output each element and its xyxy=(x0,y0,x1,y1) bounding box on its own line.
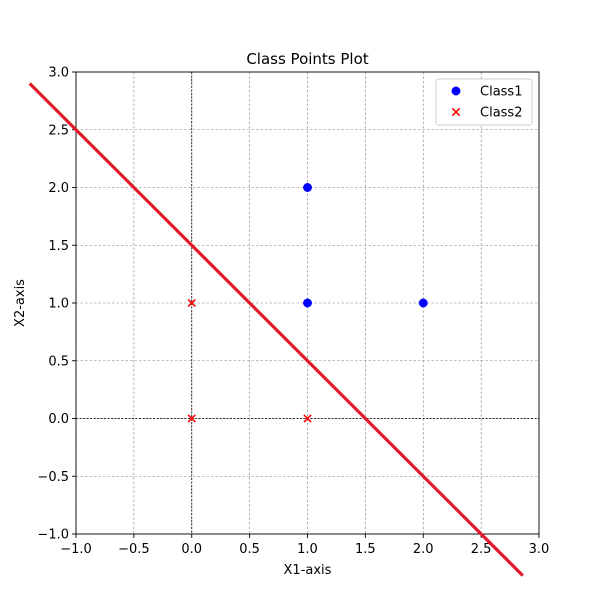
point-class2 xyxy=(187,414,196,423)
point-class2 xyxy=(303,414,312,423)
tick-labels: −1.0 −0.5 0.0 0.5 1.0 1.5 2.0 2.5 3.0 −1.0 −0.5 0.0… xyxy=(37,66,549,558)
point-class1 xyxy=(418,298,428,308)
decision-boundary-line xyxy=(28,82,524,577)
legend: Class1 Class2 xyxy=(435,78,533,126)
x-tick-label: 3.0 xyxy=(529,542,550,557)
x-tick-label: 2.5 xyxy=(471,542,492,557)
chart-title: Class Points Plot xyxy=(246,50,368,68)
y-tick-label: 1.5 xyxy=(48,239,69,254)
point-class1 xyxy=(303,183,312,192)
x-tick-label: −1.0 xyxy=(60,542,92,557)
x-tick-label: −0.5 xyxy=(118,542,150,557)
y-tick-label: 0.5 xyxy=(48,354,69,369)
y-tick-label: −1.0 xyxy=(37,528,69,543)
x-marker-stroke xyxy=(451,107,461,117)
y-tick-label: −0.5 xyxy=(37,470,69,485)
y-tick-label: 1.0 xyxy=(48,297,69,312)
tick-marks xyxy=(72,71,540,538)
x-tick-label: 0.5 xyxy=(239,542,260,557)
legend-label: Class2 xyxy=(480,106,522,121)
y-tick-label: 2.0 xyxy=(48,181,69,196)
decision-line-layer xyxy=(28,82,524,577)
legend-item-class2: Class2 xyxy=(451,106,522,121)
legend-item-class1: Class1 xyxy=(451,85,522,100)
x-marker-stroke xyxy=(303,414,312,423)
data-points xyxy=(187,183,428,423)
x-marker-stroke xyxy=(187,298,196,308)
y-tick-label: 3.0 xyxy=(48,66,69,81)
x-tick-label: 1.0 xyxy=(297,542,318,557)
legend-label: Class1 xyxy=(480,85,522,100)
x-tick-label: 1.5 xyxy=(355,542,376,557)
legend-marker-x xyxy=(451,107,461,117)
y-tick-label: 0.0 xyxy=(48,412,69,427)
legend-marker-circle xyxy=(451,86,461,96)
x-axis-title: X1-axis xyxy=(284,563,332,578)
point-class1 xyxy=(303,298,312,308)
x-tick-label: 2.0 xyxy=(413,542,434,557)
y-axis-title: X2-axis xyxy=(13,279,28,327)
x-tick-label: 0.0 xyxy=(181,542,202,557)
point-class2 xyxy=(187,298,196,308)
x-marker-stroke xyxy=(187,414,196,423)
y-tick-label: 2.5 xyxy=(48,123,69,138)
